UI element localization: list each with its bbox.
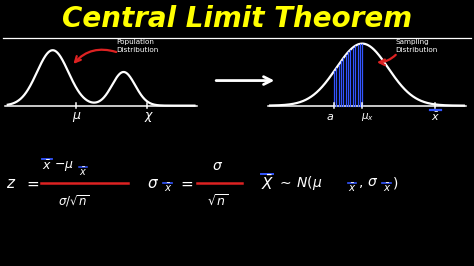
Text: $z$: $z$ bbox=[6, 176, 17, 191]
Text: $\chi$: $\chi$ bbox=[145, 110, 155, 124]
Text: $\bar{x}$: $\bar{x}$ bbox=[383, 182, 391, 194]
Text: $\bar{x}$: $\bar{x}$ bbox=[164, 182, 172, 194]
Text: $\bar{x}$: $\bar{x}$ bbox=[431, 111, 440, 123]
Text: $\bar{x}$: $\bar{x}$ bbox=[42, 160, 52, 173]
Text: $\sim\,N(\mu$: $\sim\,N(\mu$ bbox=[277, 174, 322, 193]
Text: $a$: $a$ bbox=[326, 112, 334, 122]
Text: $=$: $=$ bbox=[178, 176, 194, 191]
Text: $\mu$: $\mu$ bbox=[72, 110, 81, 124]
Text: $)$: $)$ bbox=[392, 176, 398, 192]
Text: Sampling
Distribution: Sampling Distribution bbox=[395, 39, 438, 53]
Text: $\sqrt{n}$: $\sqrt{n}$ bbox=[207, 194, 228, 209]
Text: $\sigma$: $\sigma$ bbox=[211, 159, 223, 173]
Text: $=$: $=$ bbox=[24, 176, 40, 191]
Text: $\bar{x}$: $\bar{x}$ bbox=[79, 166, 87, 178]
Text: $\sigma$: $\sigma$ bbox=[147, 176, 159, 191]
Text: Population
Distribution: Population Distribution bbox=[117, 39, 159, 53]
Text: $\bar{X}$: $\bar{X}$ bbox=[261, 174, 274, 193]
Text: $\mu_x$: $\mu_x$ bbox=[361, 111, 374, 123]
Text: $,\,\sigma$: $,\,\sigma$ bbox=[357, 176, 378, 190]
Text: $-\mu$: $-\mu$ bbox=[54, 159, 73, 173]
Text: Central Limit Theorem: Central Limit Theorem bbox=[62, 5, 412, 32]
Text: $\bar{x}$: $\bar{x}$ bbox=[348, 182, 356, 194]
Text: $\sigma/\sqrt{n}$: $\sigma/\sqrt{n}$ bbox=[58, 194, 90, 209]
